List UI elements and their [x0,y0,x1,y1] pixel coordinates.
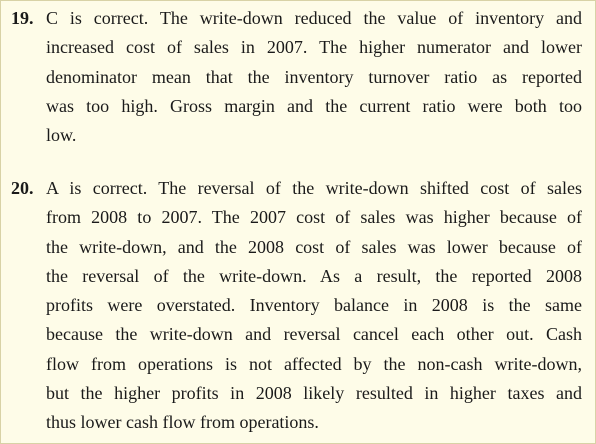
answer-line: the reversal of the write-down. As a res… [46,265,582,286]
answer-line: was too high. Gross margin and the curre… [46,95,582,116]
answer-number: 20. [11,178,34,198]
answer-line: profits were overstated. Inventory balan… [46,295,582,316]
answer-line: from 2008 to 2007. The 2007 cost of sale… [46,207,582,228]
answer-line: the write-down, and the 2008 cost of sal… [46,236,582,257]
answer-line: flow from operations is not affected by … [46,353,582,374]
answer-number: 19. [11,8,34,28]
answer-line: low. [46,125,77,146]
answer-line: increased cost of sales in 2007. The hig… [46,37,582,58]
answer-text: A is correct. The reversal of the write-… [46,174,582,438]
answer-line: because the write-down and reversal canc… [46,324,582,345]
answer-line: A is correct. The reversal of the write-… [46,178,582,198]
answer-text: C is correct. The write-down reduced the… [46,4,582,150]
answer-line: but the higher profits in 2008 likely re… [46,383,582,404]
answer-line: thus lower cash flow from operations. [46,412,319,433]
answer-line: C is correct. The write-down reduced the… [46,8,582,28]
answer-line: denominator mean that the inventory turn… [46,66,582,87]
